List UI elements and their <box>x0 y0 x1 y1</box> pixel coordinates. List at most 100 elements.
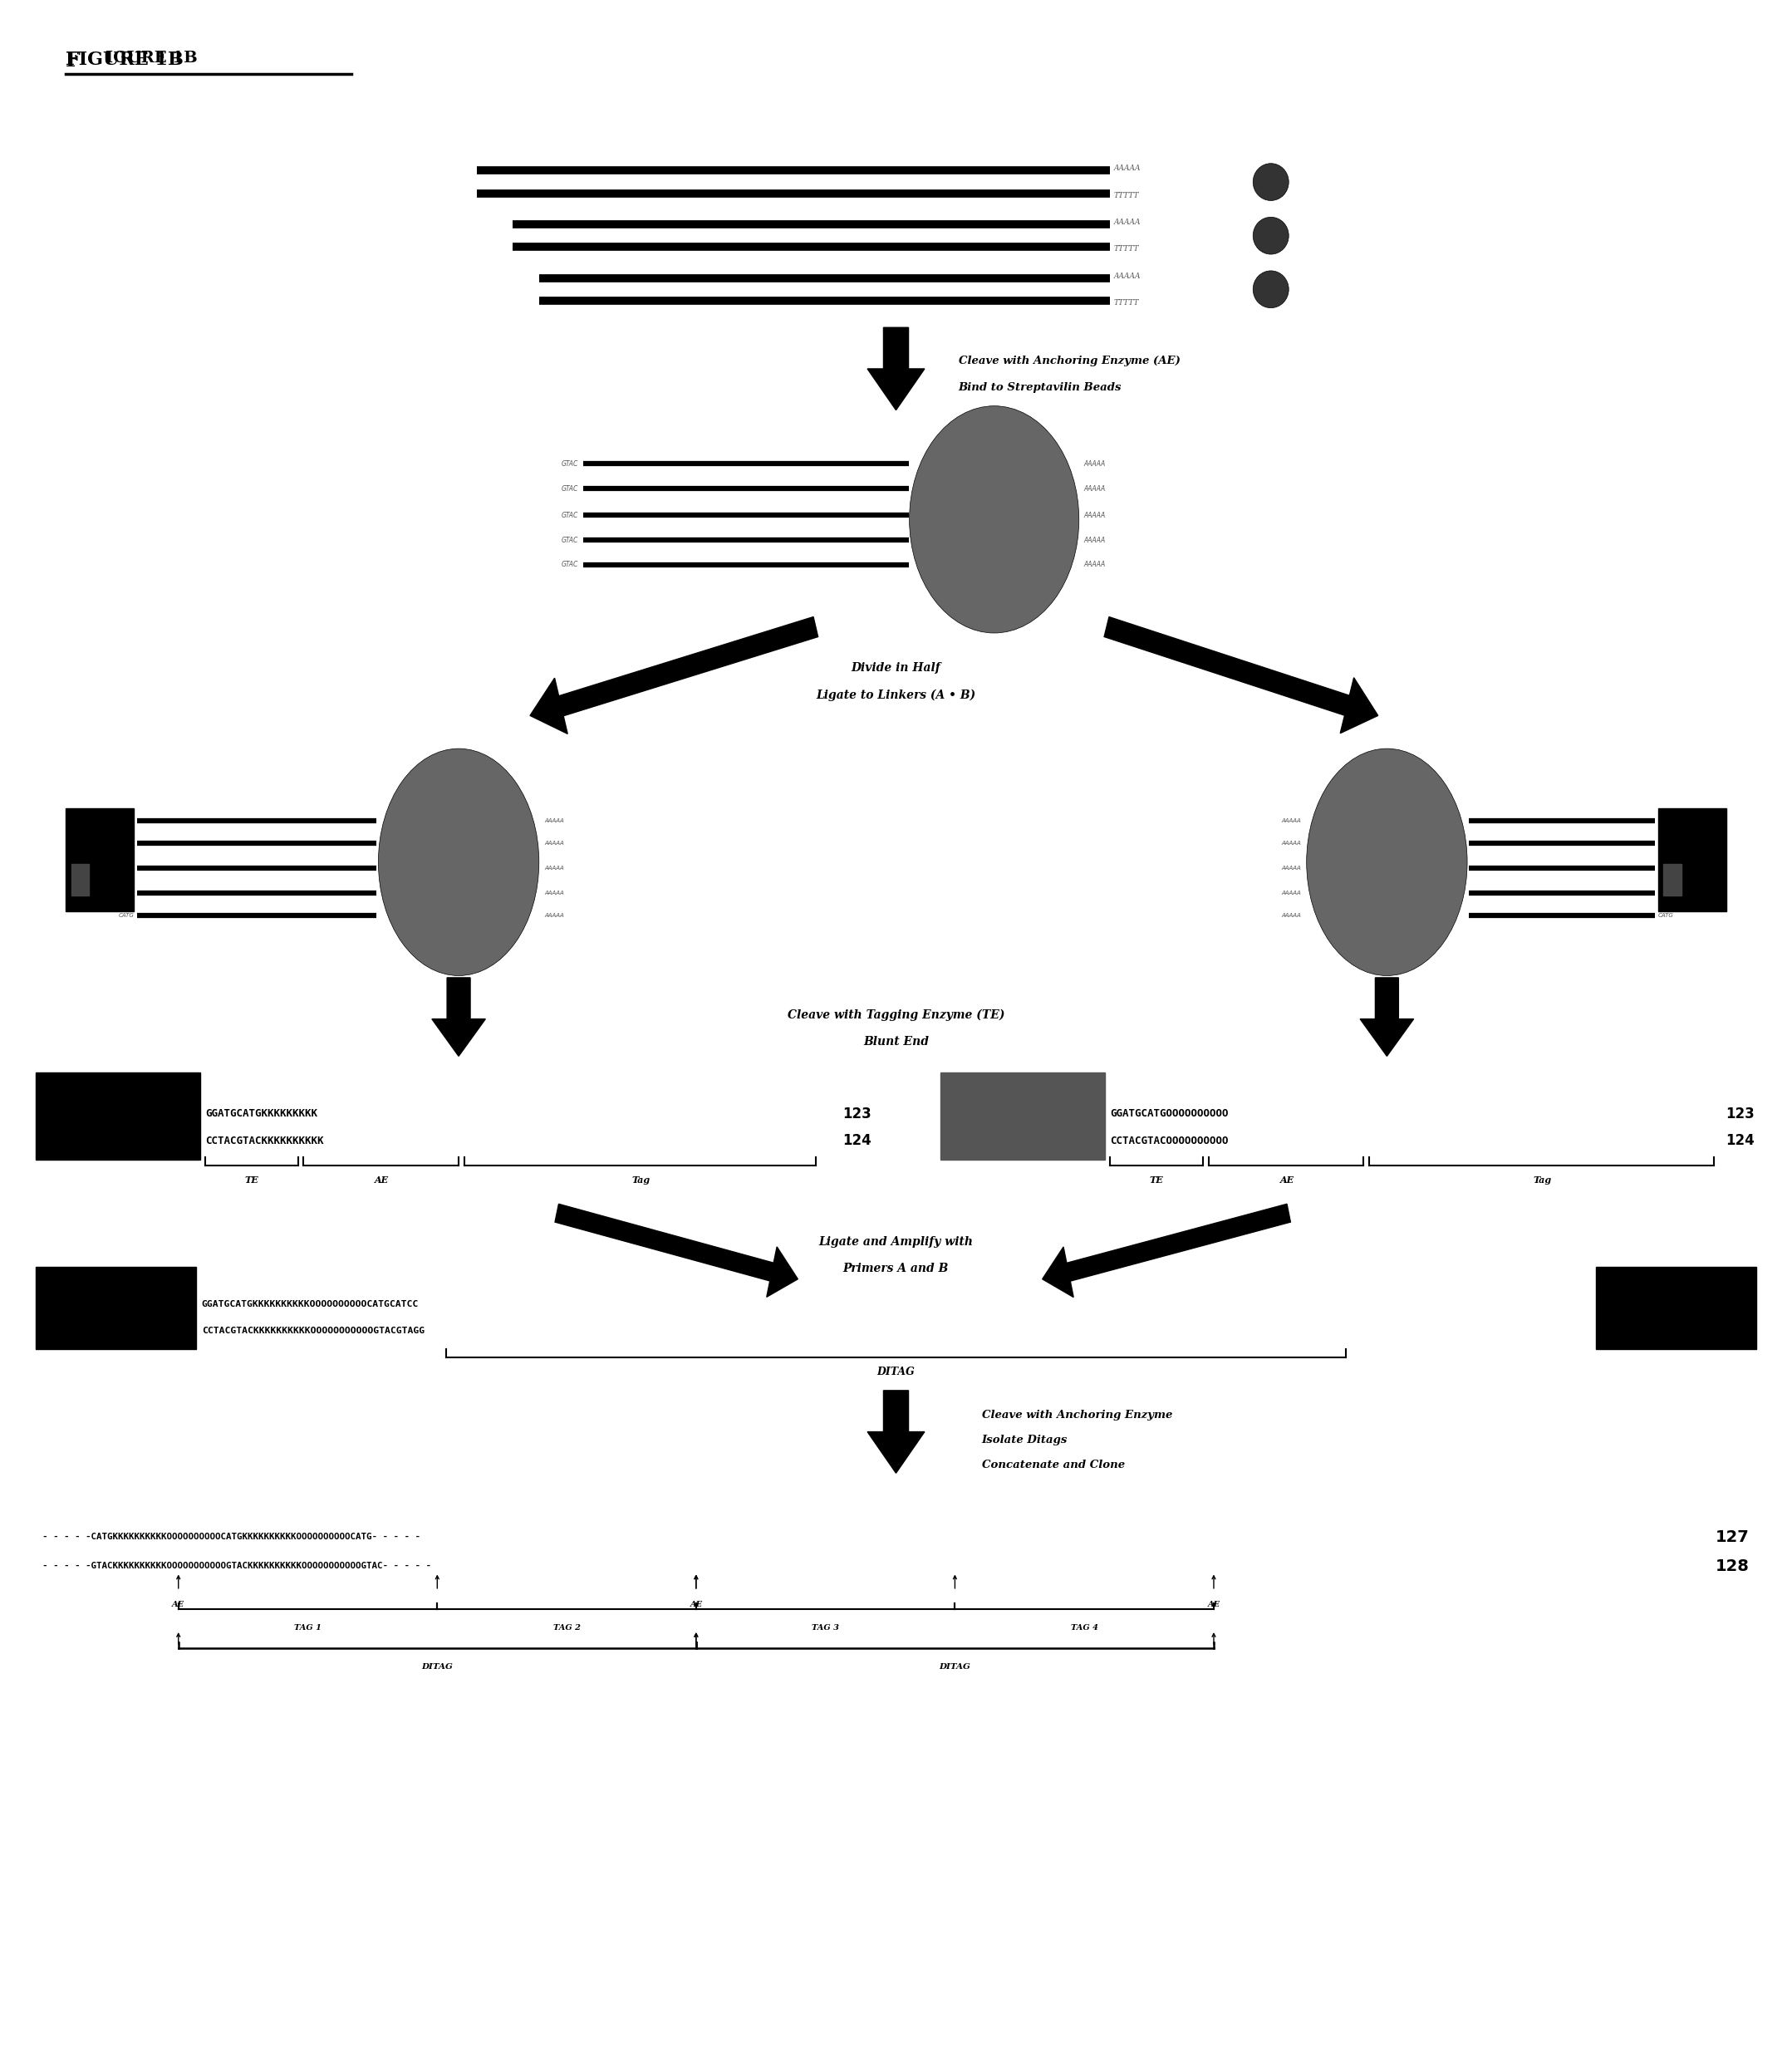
Text: AAAAA: AAAAA <box>1115 166 1142 172</box>
Ellipse shape <box>909 406 1079 634</box>
Text: CCTACGTACOOOOOOOOOO: CCTACGTACOOOOOOOOOO <box>1111 1135 1229 1145</box>
FancyArrow shape <box>867 327 925 410</box>
Text: GGATGCATGOOOOOOOOOO: GGATGCATGOOOOOOOOOO <box>1111 1108 1229 1118</box>
Text: AAAAA: AAAAA <box>1084 561 1106 570</box>
Text: CCTACGTACKKKKKKKKKKOOOOOOOOOOOGTACGTAGG: CCTACGTACKKKKKKKKKKOOOOOOOOOOOGTACGTAGG <box>202 1328 425 1336</box>
Text: AAAAA: AAAAA <box>1281 891 1301 895</box>
FancyArrow shape <box>1104 617 1378 733</box>
Text: Cleave with Tagging Enzyme (TE): Cleave with Tagging Enzyme (TE) <box>787 1009 1005 1021</box>
Text: AAAAA: AAAAA <box>1281 913 1301 917</box>
Text: AAAAA: AAAAA <box>1281 818 1301 824</box>
Text: 126: 126 <box>1597 1323 1629 1338</box>
Text: Ligate to Linkers (A • B): Ligate to Linkers (A • B) <box>815 690 977 700</box>
Text: AE: AE <box>375 1176 389 1185</box>
Text: CATG: CATG <box>118 818 134 824</box>
Text: CATG: CATG <box>118 913 134 917</box>
Text: GTAC: GTAC <box>561 460 579 468</box>
Text: AAAAA: AAAAA <box>545 818 564 824</box>
Text: AAAAA: AAAAA <box>1281 841 1301 847</box>
Text: DITAG: DITAG <box>939 1663 971 1671</box>
Text: TTTTT: TTTTT <box>1115 244 1140 253</box>
Bar <box>1595 1267 1756 1348</box>
Text: TTTTT: TTTTT <box>1115 193 1140 199</box>
Text: AAAAA: AAAAA <box>1084 512 1106 520</box>
Ellipse shape <box>1253 164 1288 201</box>
Text: Cleave with Anchoring Enzyme: Cleave with Anchoring Enzyme <box>982 1410 1172 1421</box>
Ellipse shape <box>1306 748 1468 975</box>
FancyArrow shape <box>530 617 817 733</box>
Text: AE: AE <box>690 1601 702 1609</box>
Text: Blunt End: Blunt End <box>864 1036 928 1048</box>
Text: GTAC: GTAC <box>1658 841 1674 847</box>
Text: TAG 3: TAG 3 <box>812 1624 839 1632</box>
Text: F: F <box>66 52 81 70</box>
Text: IGURE 1B: IGURE 1B <box>106 52 197 66</box>
FancyArrow shape <box>556 1203 797 1296</box>
Text: 124: 124 <box>842 1133 871 1147</box>
Text: AE: AE <box>1208 1601 1220 1609</box>
Text: 124: 124 <box>1726 1133 1754 1147</box>
Text: DITAG: DITAG <box>876 1367 916 1377</box>
Text: CCTACGTACKKKKKKKKKK: CCTACGTACKKKKKKKKKK <box>204 1135 324 1145</box>
Text: CATG: CATG <box>1658 818 1674 824</box>
Text: CATG: CATG <box>1658 866 1674 870</box>
Text: AAAAA: AAAAA <box>545 841 564 847</box>
Text: 125: 125 <box>1597 1296 1629 1311</box>
Text: AAAAA: AAAAA <box>545 913 564 917</box>
Text: GTAC: GTAC <box>118 891 134 895</box>
Text: TAG 4: TAG 4 <box>1070 1624 1098 1632</box>
Text: GTAC: GTAC <box>118 841 134 847</box>
Bar <box>36 1073 201 1160</box>
Text: Divide in Half: Divide in Half <box>851 663 941 673</box>
Text: GTAC: GTAC <box>561 512 579 520</box>
Text: TTTTT: TTTTT <box>1115 298 1140 307</box>
Text: Tag: Tag <box>631 1176 650 1185</box>
Text: AAAAA: AAAAA <box>1115 220 1142 226</box>
Text: GTAC: GTAC <box>1658 891 1674 895</box>
Text: AAAAA: AAAAA <box>545 891 564 895</box>
Text: DITAG: DITAG <box>421 1663 453 1671</box>
Bar <box>36 1267 197 1348</box>
Text: GTAC: GTAC <box>561 536 579 545</box>
Text: AAAAA: AAAAA <box>545 866 564 870</box>
Bar <box>72 864 90 895</box>
Text: GTAC: GTAC <box>561 485 579 493</box>
Text: AAAAA: AAAAA <box>1084 485 1106 493</box>
Ellipse shape <box>1253 217 1288 255</box>
Text: FIGURE 1B: FIGURE 1B <box>66 52 185 68</box>
Text: GTAC: GTAC <box>561 561 579 570</box>
Text: - - - - -GTACKKKKKKKKKKOOOOOOOOOOOGTACKKKKKKKKKKOOOOOOOOOOOGTAC- - - - -: - - - - -GTACKKKKKKKKKKOOOOOOOOOOOGTACKK… <box>43 1562 432 1570</box>
Bar <box>1658 808 1726 911</box>
FancyArrow shape <box>432 978 486 1056</box>
Text: Isolate Ditags: Isolate Ditags <box>982 1435 1068 1446</box>
Text: 127: 127 <box>1715 1528 1749 1545</box>
Text: AE: AE <box>1279 1176 1294 1185</box>
Text: TE: TE <box>246 1176 258 1185</box>
Text: Cleave with Anchoring Enzyme (AE): Cleave with Anchoring Enzyme (AE) <box>959 354 1181 367</box>
Text: CATG: CATG <box>1658 913 1674 917</box>
Text: Ligate and Amplify with: Ligate and Amplify with <box>819 1236 973 1247</box>
Ellipse shape <box>378 748 539 975</box>
Text: GGATGCATGKKKKKKKKK: GGATGCATGKKKKKKKKK <box>204 1108 317 1118</box>
Text: TAG 1: TAG 1 <box>294 1624 321 1632</box>
Text: Tag: Tag <box>1532 1176 1552 1185</box>
Text: 128: 128 <box>1715 1557 1749 1574</box>
FancyArrow shape <box>1043 1203 1290 1296</box>
Text: AAAAA: AAAAA <box>1084 460 1106 468</box>
Text: 123: 123 <box>842 1106 871 1120</box>
Text: AAAAA: AAAAA <box>1115 271 1142 280</box>
FancyArrow shape <box>1360 978 1414 1056</box>
Text: Primers A and B: Primers A and B <box>842 1263 950 1274</box>
Text: TE: TE <box>1150 1176 1163 1185</box>
Text: AE: AE <box>172 1601 185 1609</box>
Text: Concatenate and Clone: Concatenate and Clone <box>982 1460 1125 1470</box>
Text: TAG 2: TAG 2 <box>554 1624 581 1632</box>
Text: - - - - -CATGKKKKKKKKKKOOOOOOOOOOCATGKKKKKKKKKKOOOOOOOOOOCATG- - - - -: - - - - -CATGKKKKKKKKKKOOOOOOOOOOCATGKKK… <box>43 1533 421 1541</box>
Ellipse shape <box>1253 271 1288 309</box>
FancyArrow shape <box>867 1390 925 1472</box>
Bar <box>941 1073 1106 1160</box>
Bar <box>1663 864 1681 895</box>
Text: CATG: CATG <box>118 866 134 870</box>
Text: 123: 123 <box>1726 1106 1754 1120</box>
Text: AAAAA: AAAAA <box>1084 536 1106 545</box>
